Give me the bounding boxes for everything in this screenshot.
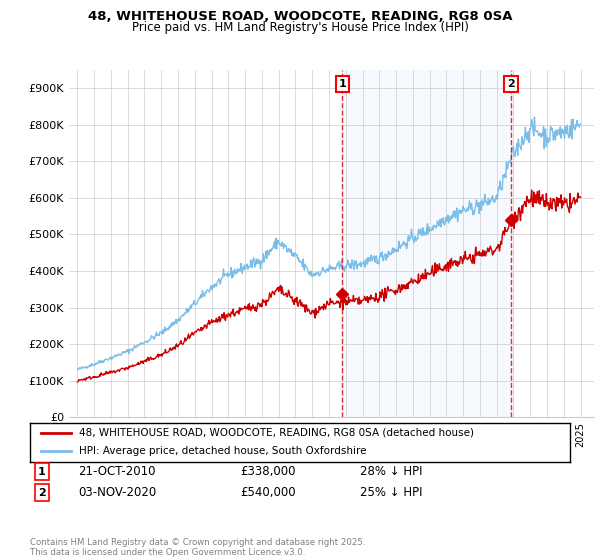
Text: 48, WHITEHOUSE ROAD, WOODCOTE, READING, RG8 0SA (detached house): 48, WHITEHOUSE ROAD, WOODCOTE, READING, …: [79, 428, 473, 437]
Text: 21-OCT-2010: 21-OCT-2010: [78, 465, 155, 478]
Text: £540,000: £540,000: [240, 486, 296, 500]
Text: 48, WHITEHOUSE ROAD, WOODCOTE, READING, RG8 0SA: 48, WHITEHOUSE ROAD, WOODCOTE, READING, …: [88, 10, 512, 23]
Text: 2: 2: [507, 79, 515, 89]
Text: 28% ↓ HPI: 28% ↓ HPI: [360, 465, 422, 478]
Bar: [343, 70, 511, 417]
Text: Price paid vs. HM Land Registry's House Price Index (HPI): Price paid vs. HM Land Registry's House …: [131, 21, 469, 34]
Text: HPI: Average price, detached house, South Oxfordshire: HPI: Average price, detached house, Sout…: [79, 446, 366, 456]
Text: 1: 1: [338, 79, 346, 89]
Text: 1: 1: [38, 466, 46, 477]
Text: £338,000: £338,000: [240, 465, 296, 478]
Text: Contains HM Land Registry data © Crown copyright and database right 2025.
This d: Contains HM Land Registry data © Crown c…: [30, 538, 365, 557]
Text: 03-NOV-2020: 03-NOV-2020: [78, 486, 156, 500]
Text: 2: 2: [38, 488, 46, 498]
Text: 25% ↓ HPI: 25% ↓ HPI: [360, 486, 422, 500]
